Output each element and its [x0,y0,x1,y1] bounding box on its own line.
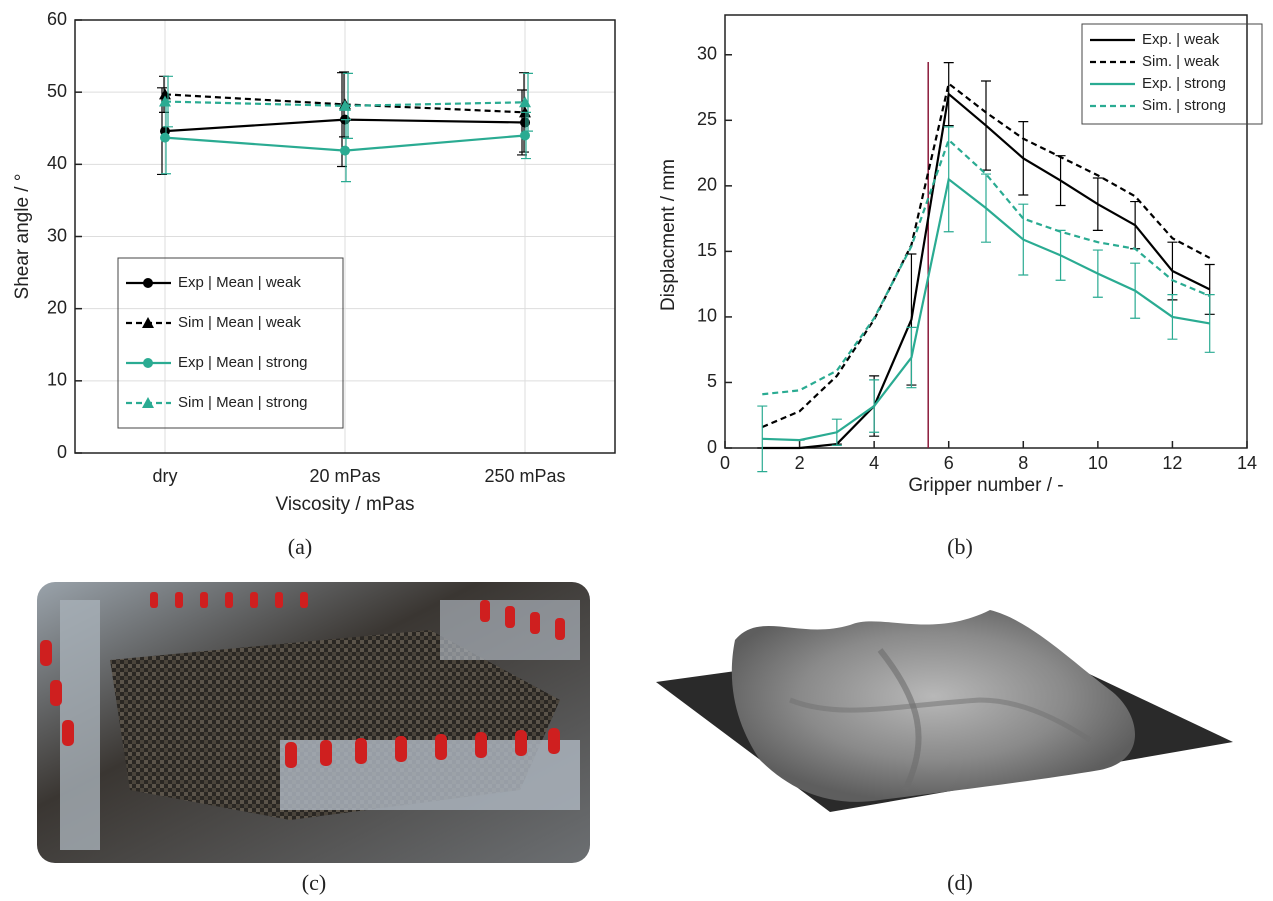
y-tick-label: 40 [47,153,67,173]
y-axis-label: Shear angle / ° [12,174,33,300]
caption: (a) [288,534,312,559]
x-tick-label: 20 mPas [309,466,380,486]
x-tick-label: 8 [1018,453,1028,473]
legend-marker [143,278,153,288]
series [159,72,533,139]
legend-label: Exp | Mean | strong [178,354,308,371]
y-tick-label: 0 [57,442,67,462]
y-tick-label: 30 [47,225,67,245]
x-tick-label: 4 [869,453,879,473]
caption: (d) [947,870,973,895]
x-tick-label: 6 [944,453,954,473]
y-tick-label: 20 [47,297,67,317]
series [762,138,1211,396]
x-tick-label: 14 [1237,453,1257,473]
series-line [762,138,1211,396]
x-tick-label: 10 [1088,453,1108,473]
photo-gripper [37,582,590,863]
y-tick-label: 60 [47,9,67,29]
series-line [761,81,1211,429]
point [339,99,351,111]
x-tick-label: 250 mPas [484,466,565,486]
legend-marker [142,317,154,328]
legend-marker [143,358,153,368]
y-tick-label: 10 [697,306,717,326]
legend-label: Sim. | strong [1142,97,1226,114]
point [340,145,350,156]
plot-frame [74,19,616,454]
legend-box [1081,23,1263,125]
legend-label: Sim. | weak [1142,53,1220,70]
x-tick-label: 0 [720,453,730,473]
y-tick-label: 20 [697,175,717,195]
x-axis-label: Viscosity / mPas [275,494,414,515]
legend-label: Exp. | strong [1142,75,1226,92]
y-axis-label: Displacment / mm [658,159,679,311]
point [160,132,170,143]
x-tick-label: 2 [795,453,805,473]
y-tick-label: 0 [707,437,717,457]
legend-label: Exp. | weak [1142,31,1220,48]
legend-label: Sim | Mean | strong [178,394,308,411]
legend-label: Sim | Mean | weak [178,314,301,331]
series [757,62,1215,450]
x-tick-label: 12 [1162,453,1182,473]
legend-box [117,257,344,429]
caption: (c) [302,870,326,895]
legend-label: Exp | Mean | weak [178,274,301,291]
series-line [762,177,1210,442]
y-tick-label: 10 [47,370,67,390]
y-tick-label: 5 [707,371,717,391]
x-tick-label: dry [152,466,177,486]
simulation-surface [656,610,1233,812]
legend-marker [142,397,154,408]
point [520,130,530,141]
plot-frame [724,14,1248,449]
series [757,126,1215,473]
point [519,96,531,108]
x-axis-label: Gripper number / - [908,475,1063,496]
y-tick-label: 25 [697,109,717,129]
y-tick-label: 30 [697,44,717,64]
caption: (b) [947,534,973,559]
y-tick-label: 50 [47,81,67,101]
y-tick-label: 15 [697,240,717,260]
series [761,81,1211,429]
point [159,95,171,107]
